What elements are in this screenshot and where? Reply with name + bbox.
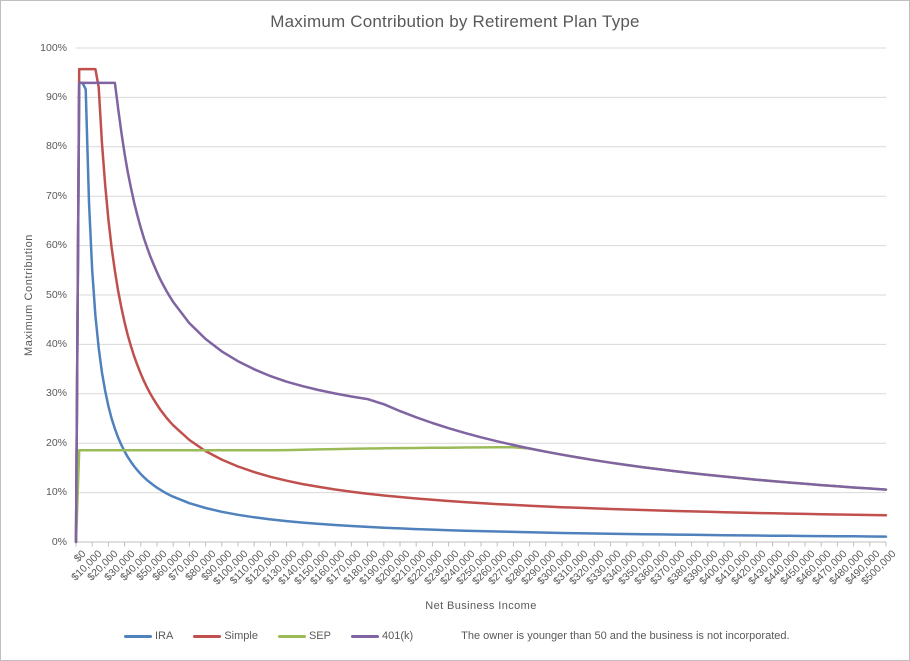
y-tick-label: 100%: [40, 41, 67, 54]
simple-line-swatch-icon: [193, 634, 222, 638]
y-tick-label: 80%: [45, 140, 67, 153]
series-line-401k: [74, 81, 888, 544]
y-tick-label: 20%: [45, 436, 67, 449]
legend-item-ira: IRA: [124, 630, 173, 642]
sep-line-swatch-icon: [277, 634, 306, 638]
legend-label-ira: IRA: [155, 630, 174, 642]
series-line-simple: [74, 67, 888, 544]
y-tick-label: 0%: [51, 535, 67, 548]
assumption-note: The owner is younger than 50 and the bus…: [461, 630, 790, 642]
legend-label-401k: 401(k): [381, 630, 414, 642]
y-tick-label: 50%: [45, 288, 67, 301]
y-tick-label: 10%: [45, 486, 67, 499]
y-tick-label: 30%: [45, 387, 67, 400]
chart-title: Maximum Contribution by Retirement Plan …: [270, 12, 640, 31]
series-line-ira: [74, 81, 888, 544]
legend-item-401k: 401(k): [350, 630, 414, 642]
legend: IRA Simple SEP 401(k) The owner is young…: [124, 629, 790, 643]
y-tick-label: 60%: [45, 239, 67, 252]
401k-line-swatch-icon: [350, 634, 379, 638]
legend-item-simple: Simple: [193, 630, 258, 642]
y-tick-label: 40%: [45, 337, 67, 350]
legend-label-simple: Simple: [224, 630, 258, 642]
ira-line-swatch-icon: [124, 634, 152, 638]
series-line-sep: [74, 445, 888, 544]
y-tick-label: 70%: [45, 189, 67, 202]
legend-label-sep: SEP: [308, 630, 331, 642]
legend-item-sep: SEP: [277, 630, 331, 642]
y-tick-label: 90%: [45, 90, 67, 103]
x-axis-title: Net Business Income: [425, 600, 537, 612]
